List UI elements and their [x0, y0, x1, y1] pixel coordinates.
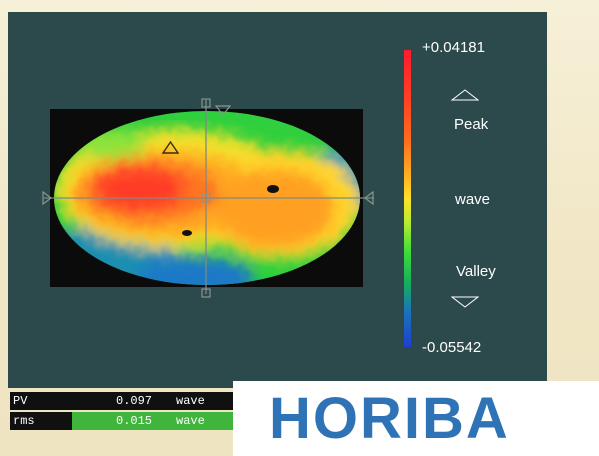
- right-marker-icon[interactable]: [364, 190, 374, 206]
- valley-label: Valley: [456, 263, 496, 280]
- pv-unit: wave: [176, 394, 205, 408]
- pv-row: PV 0.097 wave: [10, 392, 233, 410]
- interferogram-viewer: +0.04181 Peak wave Valley -0.05542: [8, 12, 547, 388]
- crosshair-center-handle[interactable]: [201, 193, 211, 203]
- horiba-logo: HORIBA: [269, 386, 510, 451]
- valley-arrow-icon: [451, 296, 479, 308]
- crosshair-bottom-handle[interactable]: [201, 288, 211, 298]
- pv-name: PV: [13, 394, 28, 408]
- rms-row: rms 0.015 wave: [10, 412, 233, 430]
- top-marker-icon[interactable]: [214, 105, 232, 116]
- crosshair-top-handle[interactable]: [201, 98, 211, 108]
- colorbar-min-label: -0.05542: [422, 339, 482, 356]
- peak-marker-icon[interactable]: [161, 140, 180, 154]
- colorbar-max-label: +0.04181: [422, 39, 485, 56]
- logo-panel: HORIBA: [233, 381, 599, 456]
- peak-arrow-icon: [451, 89, 479, 101]
- rms-name: rms: [13, 414, 35, 428]
- left-marker-icon[interactable]: [42, 190, 52, 206]
- crosshair-overlay: [42, 98, 374, 298]
- peak-label: Peak: [454, 116, 489, 133]
- rms-unit: wave: [176, 414, 205, 428]
- stats-panel: PV 0.097 wave rms 0.015 wave: [10, 392, 233, 434]
- rms-value: 0.015: [116, 414, 153, 428]
- colorbar: [404, 50, 411, 347]
- wave-label: wave: [455, 191, 491, 208]
- rms-highlight: [72, 412, 233, 430]
- pv-value: 0.097: [116, 394, 153, 408]
